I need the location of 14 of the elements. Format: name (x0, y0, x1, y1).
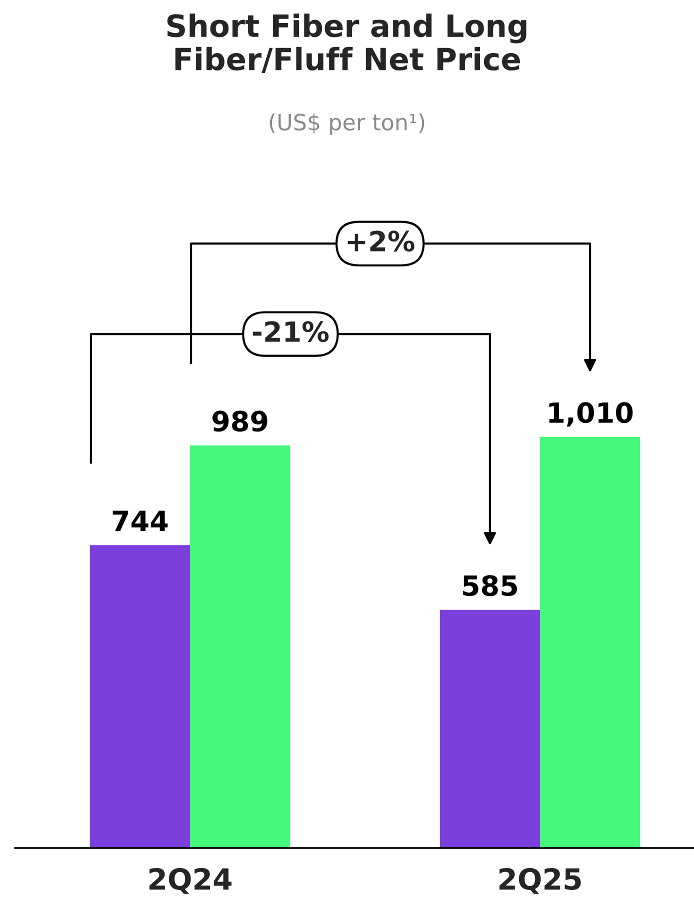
bar (540, 436, 640, 848)
bar (190, 445, 290, 848)
text: +2% (348, 230, 414, 252)
x-tick-label: 2Q24 (149, 868, 232, 894)
data-label: 744 (112, 510, 168, 532)
chart-title: Short Fiber and Long Fiber/Fluff Net Price (167, 14, 526, 73)
text: -21% (252, 321, 329, 342)
data-label: 1,010 (549, 402, 633, 427)
data-label: 585 (463, 575, 517, 596)
data-label: 989 (212, 410, 268, 432)
bar (440, 610, 540, 848)
bar (90, 545, 190, 848)
chart-subtitle: (US$ per ton¹) (270, 113, 424, 135)
x-tick-label: 2Q25 (499, 868, 581, 894)
